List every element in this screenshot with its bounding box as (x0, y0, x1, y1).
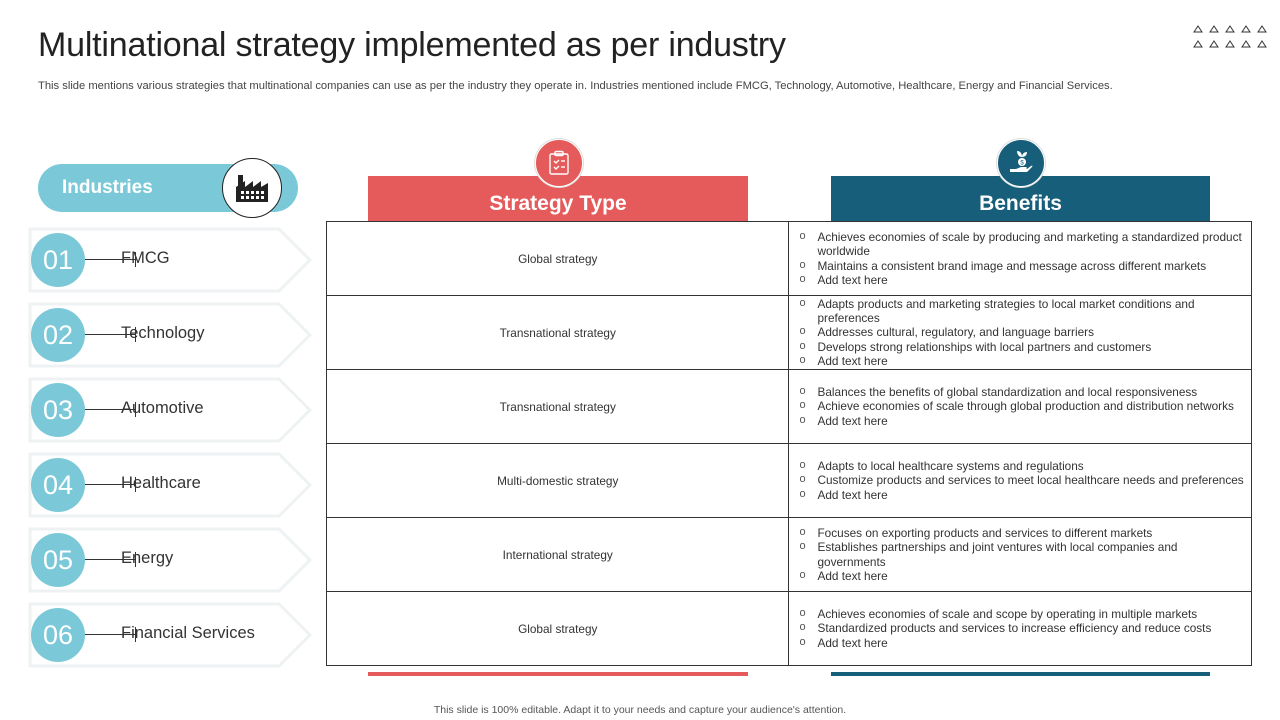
benefits-cell: Adapts products and marketing strategies… (788, 295, 1252, 370)
industry-number: 01 (31, 233, 85, 287)
page-title: Multinational strategy implemented as pe… (38, 26, 786, 64)
table-row: International strategy Focuses on export… (325, 517, 1252, 592)
industry-item: 01 FMCG (27, 227, 313, 293)
industry-label: Healthcare (121, 474, 201, 492)
strategy-cell: Transnational strategy (325, 295, 790, 370)
table-row: Global strategy Achieves economies of sc… (325, 591, 1252, 666)
industry-item: 04 Healthcare (27, 452, 313, 518)
strategy-cell: Transnational strategy (325, 369, 790, 444)
benefit-item: Add text here (799, 635, 1247, 650)
strategy-cell: Global strategy (325, 591, 790, 666)
benefits-cell: Achieves economies of scale and scope by… (788, 591, 1252, 666)
footer-note: This slide is 100% editable. Adapt it to… (433, 704, 847, 716)
benefit-item: Establishes partnerships and joint ventu… (799, 539, 1247, 568)
benefit-item: Adapts products and marketing strategies… (799, 296, 1247, 325)
industry-number: 02 (31, 308, 85, 362)
benefit-item: Achieves economies of scale by producing… (799, 229, 1247, 258)
page-subtitle: This slide mentions various strategies t… (38, 80, 1113, 92)
benefit-item: Add text here (799, 487, 1247, 502)
benefit-item: Focuses on exporting products and servic… (799, 525, 1247, 540)
strategy-cell: International strategy (325, 517, 790, 592)
benefit-item: Achieves economies of scale and scope by… (799, 606, 1247, 621)
industry-item: 05 Energy (27, 527, 313, 593)
benefit-item: Customize products and services to meet … (799, 472, 1247, 487)
benefits-cell: Adapts to local healthcare systems and r… (788, 443, 1252, 518)
benefit-item: Add text here (799, 413, 1247, 428)
industry-number: 05 (31, 533, 85, 587)
benefit-item: Add text here (799, 568, 1247, 583)
clipboard-icon (535, 139, 583, 187)
strategy-table: Global strategy Achieves economies of sc… (325, 221, 1252, 666)
industry-label: Automotive (121, 399, 204, 417)
industry-item: 02 Technology (27, 302, 313, 368)
benefit-item: Addresses cultural, regulatory, and lang… (799, 324, 1247, 339)
benefit-item: Adapts to local healthcare systems and r… (799, 458, 1247, 473)
factory-icon (222, 158, 282, 218)
benefit-item: Add text here (799, 353, 1247, 368)
table-row: Transnational strategy Balances the bene… (325, 369, 1252, 444)
strategy-cell: Global strategy (325, 221, 790, 296)
benefit-item: Achieve economies of scale through globa… (799, 398, 1247, 413)
benefit-item: Standardized products and services to in… (799, 620, 1247, 635)
benefits-column-footer (831, 672, 1210, 676)
industry-label: FMCG (121, 249, 170, 267)
benefit-item: Develops strong relationships with local… (799, 339, 1247, 354)
benefits-cell: Balances the benefits of global standard… (788, 369, 1252, 444)
benefits-cell: Achieves economies of scale by producing… (788, 221, 1252, 296)
strategy-cell: Multi-domestic strategy (325, 443, 790, 518)
industry-item: 06 Financial Services (27, 602, 313, 668)
triangle-grid-icon (1192, 24, 1270, 50)
benefits-cell: Focuses on exporting products and servic… (788, 517, 1252, 592)
industry-label: Financial Services (121, 624, 255, 642)
industry-number: 04 (31, 458, 85, 512)
industry-label: Technology (121, 324, 205, 342)
table-row: Global strategy Achieves economies of sc… (325, 221, 1252, 296)
industry-label: Energy (121, 549, 174, 567)
table-row: Transnational strategy Adapts products a… (325, 295, 1252, 370)
industry-number: 03 (31, 383, 85, 437)
benefit-item: Maintains a consistent brand image and m… (799, 257, 1247, 273)
table-row: Multi-domestic strategy Adapts to local … (325, 443, 1252, 518)
benefit-item: Add text here (799, 272, 1247, 287)
strategy-column-footer (368, 672, 748, 676)
industry-number: 06 (31, 608, 85, 662)
industries-header-label: Industries (62, 177, 153, 198)
benefit-item: Balances the benefits of global standard… (799, 384, 1247, 399)
hand-plant-coin-icon: $ (997, 139, 1045, 187)
svg-text:$: $ (1020, 161, 1024, 167)
industry-item: 03 Automotive (27, 377, 313, 443)
